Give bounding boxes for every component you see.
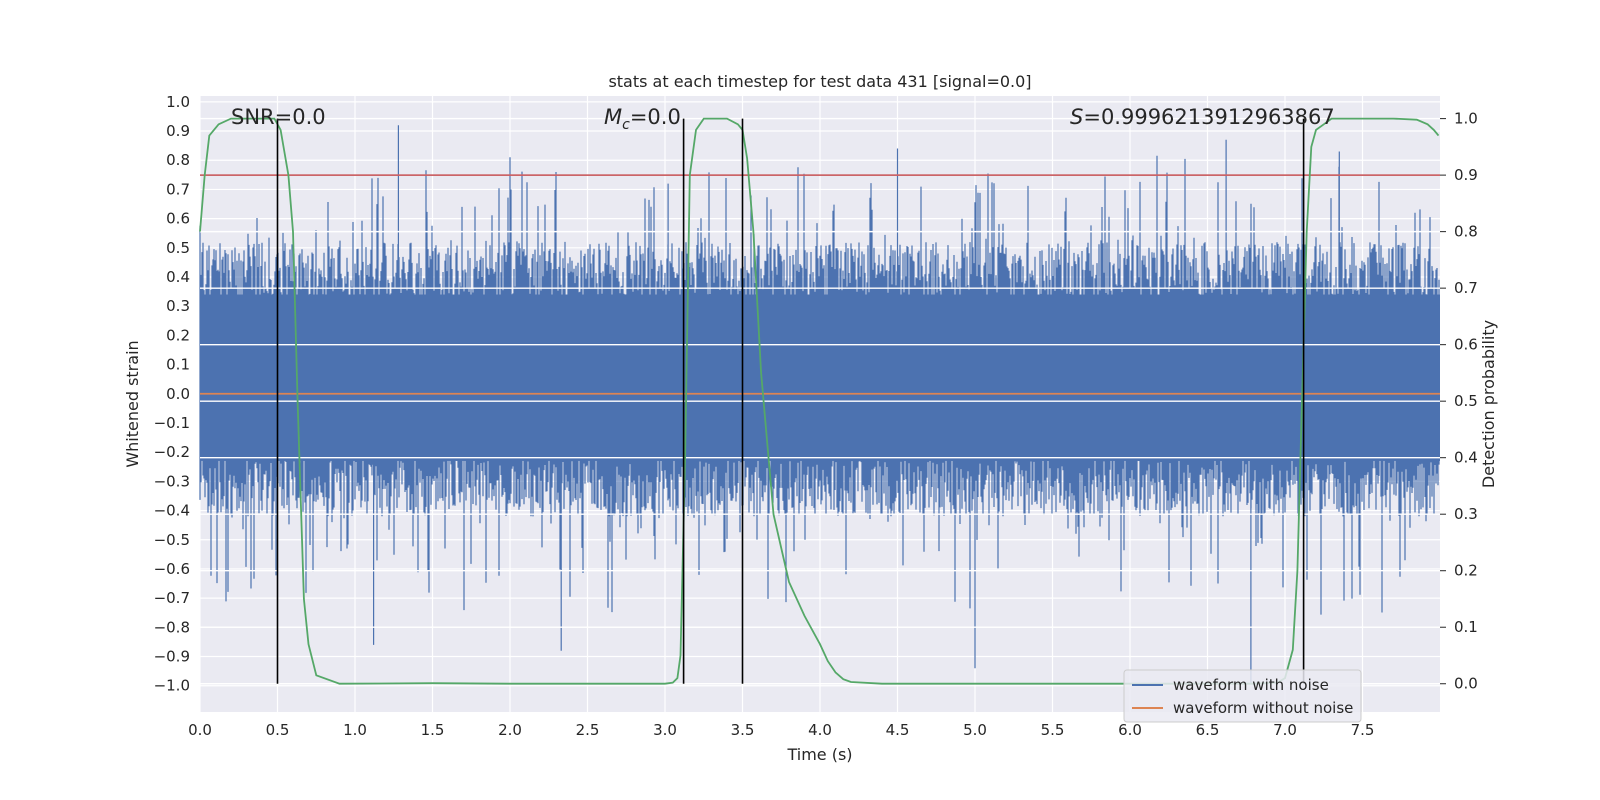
y-tick-label: −0.8 — [154, 618, 190, 636]
y-tick-label: 0.5 — [166, 239, 190, 257]
s-symbol: S — [1070, 105, 1083, 129]
y-tick-label: −0.4 — [154, 502, 190, 520]
y-tick-label: 0.0 — [166, 385, 190, 403]
x-tick-label: 5.5 — [1041, 721, 1065, 739]
noise-series — [199, 125, 1440, 683]
y-tick-label: 0.6 — [166, 210, 190, 228]
y2-tick-label: 0.5 — [1454, 392, 1478, 410]
y2-axis-label: Detection probability — [1479, 320, 1498, 488]
x-tick-label: 4.0 — [808, 721, 832, 739]
x-tick-label: 0.5 — [266, 721, 290, 739]
y-tick-label: −0.9 — [154, 648, 190, 666]
x-tick-label: 2.5 — [576, 721, 600, 739]
s-value: =0.9996213912963867 — [1083, 105, 1334, 129]
snr-annotation: SNR=0.0 — [231, 105, 326, 129]
s-annotation: S=0.9996213912963867 — [1070, 105, 1335, 129]
mc-subscript: c — [622, 117, 630, 133]
x-tick-label: 6.5 — [1196, 721, 1220, 739]
mc-annotation: Mc=0.0 — [604, 105, 681, 133]
x-tick-label: 5.0 — [963, 721, 987, 739]
y-tick-label: −0.1 — [154, 414, 190, 432]
y2-tick-label: 0.2 — [1454, 562, 1478, 580]
y2-tick-label: 0.1 — [1454, 618, 1478, 636]
x-axis-label: Time (s) — [786, 745, 852, 764]
mc-symbol: M — [604, 105, 622, 129]
y-tick-label: 0.2 — [166, 326, 190, 344]
y-tick-label: −0.5 — [154, 531, 190, 549]
legend-label-clean: waveform without noise — [1173, 699, 1353, 717]
y-tick-label: −0.6 — [154, 560, 190, 578]
detection-probability-line — [199, 117, 1440, 685]
y-tick-label: 0.4 — [166, 268, 190, 286]
y2-tick-label: 0.4 — [1454, 449, 1478, 467]
x-tick-label: 7.5 — [1351, 721, 1375, 739]
x-tick-label: 7.0 — [1273, 721, 1297, 739]
x-tick-label: 4.5 — [886, 721, 910, 739]
y-tick-label: −0.3 — [154, 472, 190, 490]
y2-tick-label: 0.0 — [1454, 675, 1478, 693]
x-tick-label: 3.5 — [731, 721, 755, 739]
y-tick-label: 0.8 — [166, 151, 190, 169]
y2-tick-label: 0.6 — [1454, 336, 1478, 354]
y2-tick-label: 0.9 — [1454, 166, 1478, 184]
y-tick-label: 0.3 — [166, 297, 190, 315]
overlay-lines — [199, 117, 1440, 685]
y-axis-label: Whitened strain — [123, 340, 142, 467]
tick-labels: 0.0 0.5 1.0 1.5 2.0 2.5 3.0 3.5 4.0 4.5 5.0 5.5 6.0 6… — [154, 93, 1478, 739]
y2-tick-label: 0.7 — [1454, 279, 1478, 297]
y2-tick-label: 0.8 — [1454, 223, 1478, 241]
y-tick-label: −0.2 — [154, 443, 190, 461]
x-tick-label: 1.5 — [421, 721, 445, 739]
x-tick-label: 1.0 — [343, 721, 367, 739]
y2-tick-label: 1.0 — [1454, 110, 1478, 128]
y2-tick-label: 0.3 — [1454, 505, 1478, 523]
y-tick-label: −0.7 — [154, 589, 190, 607]
legend: waveform with noise waveform without noi… — [1123, 669, 1362, 723]
y-tick-label: 0.9 — [166, 122, 190, 140]
chart-title: stats at each timestep for test data 431… — [608, 72, 1031, 91]
x-tick-label: 6.0 — [1118, 721, 1142, 739]
legend-label-noise: waveform with noise — [1173, 676, 1329, 694]
waveform-with-noise — [199, 125, 1440, 683]
mc-value: =0.0 — [630, 105, 681, 129]
y-tick-label: 0.1 — [166, 356, 190, 374]
x-tick-label: 0.0 — [188, 721, 212, 739]
x-tick-label: 3.0 — [653, 721, 677, 739]
y-tick-label: −1.0 — [154, 677, 190, 695]
x-tick-label: 2.0 — [498, 721, 522, 739]
y-tick-label: 0.7 — [166, 180, 190, 198]
y-tick-label: 1.0 — [166, 93, 190, 111]
legend-box — [1123, 669, 1362, 723]
